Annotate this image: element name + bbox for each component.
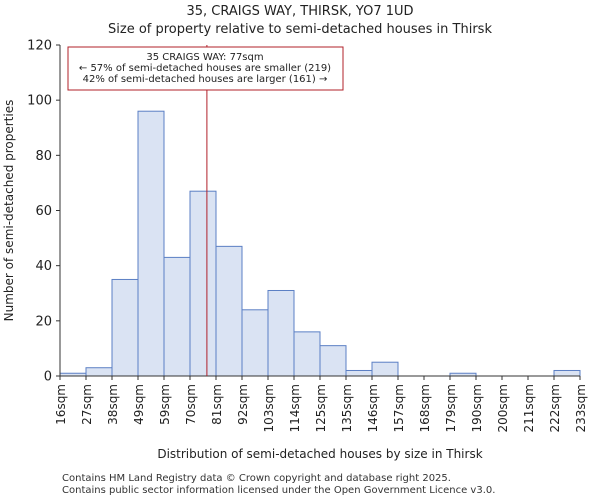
annotation-box	[67, 46, 344, 91]
x-tick-label: 70sqm	[184, 384, 198, 425]
x-axis-label: Distribution of semi-detached houses by …	[157, 447, 482, 461]
x-tick-label: 81sqm	[210, 384, 224, 425]
bar	[137, 110, 165, 377]
x-tick-label: 135sqm	[340, 384, 354, 432]
y-tick-label: 100	[27, 94, 52, 109]
bar	[215, 245, 243, 377]
bar	[163, 256, 191, 377]
chart-title: 35, CRAIGS WAY, THIRSK, YO7 1UD	[186, 4, 414, 19]
bar	[553, 369, 581, 377]
bar	[189, 190, 217, 377]
x-tick-label: 59sqm	[158, 384, 172, 425]
annotation-text: ← 57% of semi-detached houses are smalle…	[79, 63, 331, 74]
footer-line-2: Contains public sector information licen…	[62, 485, 496, 496]
bar	[267, 289, 295, 377]
y-tick-label: 40	[35, 259, 52, 274]
bar	[111, 278, 139, 377]
y-axis-label: Number of semi-detached properties	[2, 100, 16, 322]
y-tick-label: 20	[35, 314, 52, 329]
bar	[319, 345, 347, 377]
y-tick-label: 60	[35, 204, 52, 219]
x-tick-label: 146sqm	[366, 384, 380, 432]
x-tick-label: 38sqm	[106, 384, 120, 425]
bar	[293, 331, 321, 377]
y-tick-label: 120	[27, 39, 52, 54]
x-tick-label: 27sqm	[80, 384, 94, 425]
x-tick-label: 125sqm	[314, 384, 328, 432]
footer-line-1: Contains HM Land Registry data © Crown c…	[62, 473, 451, 484]
annotation-text: 35 CRAIGS WAY: 77sqm	[146, 52, 263, 63]
chart-subtitle: Size of property relative to semi-detach…	[108, 22, 492, 37]
x-tick-label: 168sqm	[418, 384, 432, 432]
bar	[85, 367, 113, 377]
x-tick-label: 233sqm	[574, 384, 588, 432]
x-tick-label: 92sqm	[236, 384, 250, 425]
y-tick-label: 80	[35, 149, 52, 164]
bar	[345, 369, 373, 377]
x-tick-label: 16sqm	[54, 384, 68, 425]
bar	[371, 361, 399, 377]
x-tick-label: 49sqm	[132, 384, 146, 425]
y-tick-label: 0	[44, 370, 52, 385]
x-tick-label: 222sqm	[548, 384, 562, 432]
x-tick-label: 103sqm	[262, 384, 276, 432]
x-tick-label: 179sqm	[444, 384, 458, 432]
x-tick-label: 114sqm	[288, 384, 302, 432]
bar	[241, 309, 269, 377]
annotation-text: 42% of semi-detached houses are larger (…	[83, 74, 328, 85]
x-tick-label: 200sqm	[496, 384, 510, 432]
x-tick-label: 190sqm	[470, 384, 484, 432]
x-tick-label: 211sqm	[522, 384, 536, 432]
x-tick-label: 157sqm	[392, 384, 406, 432]
